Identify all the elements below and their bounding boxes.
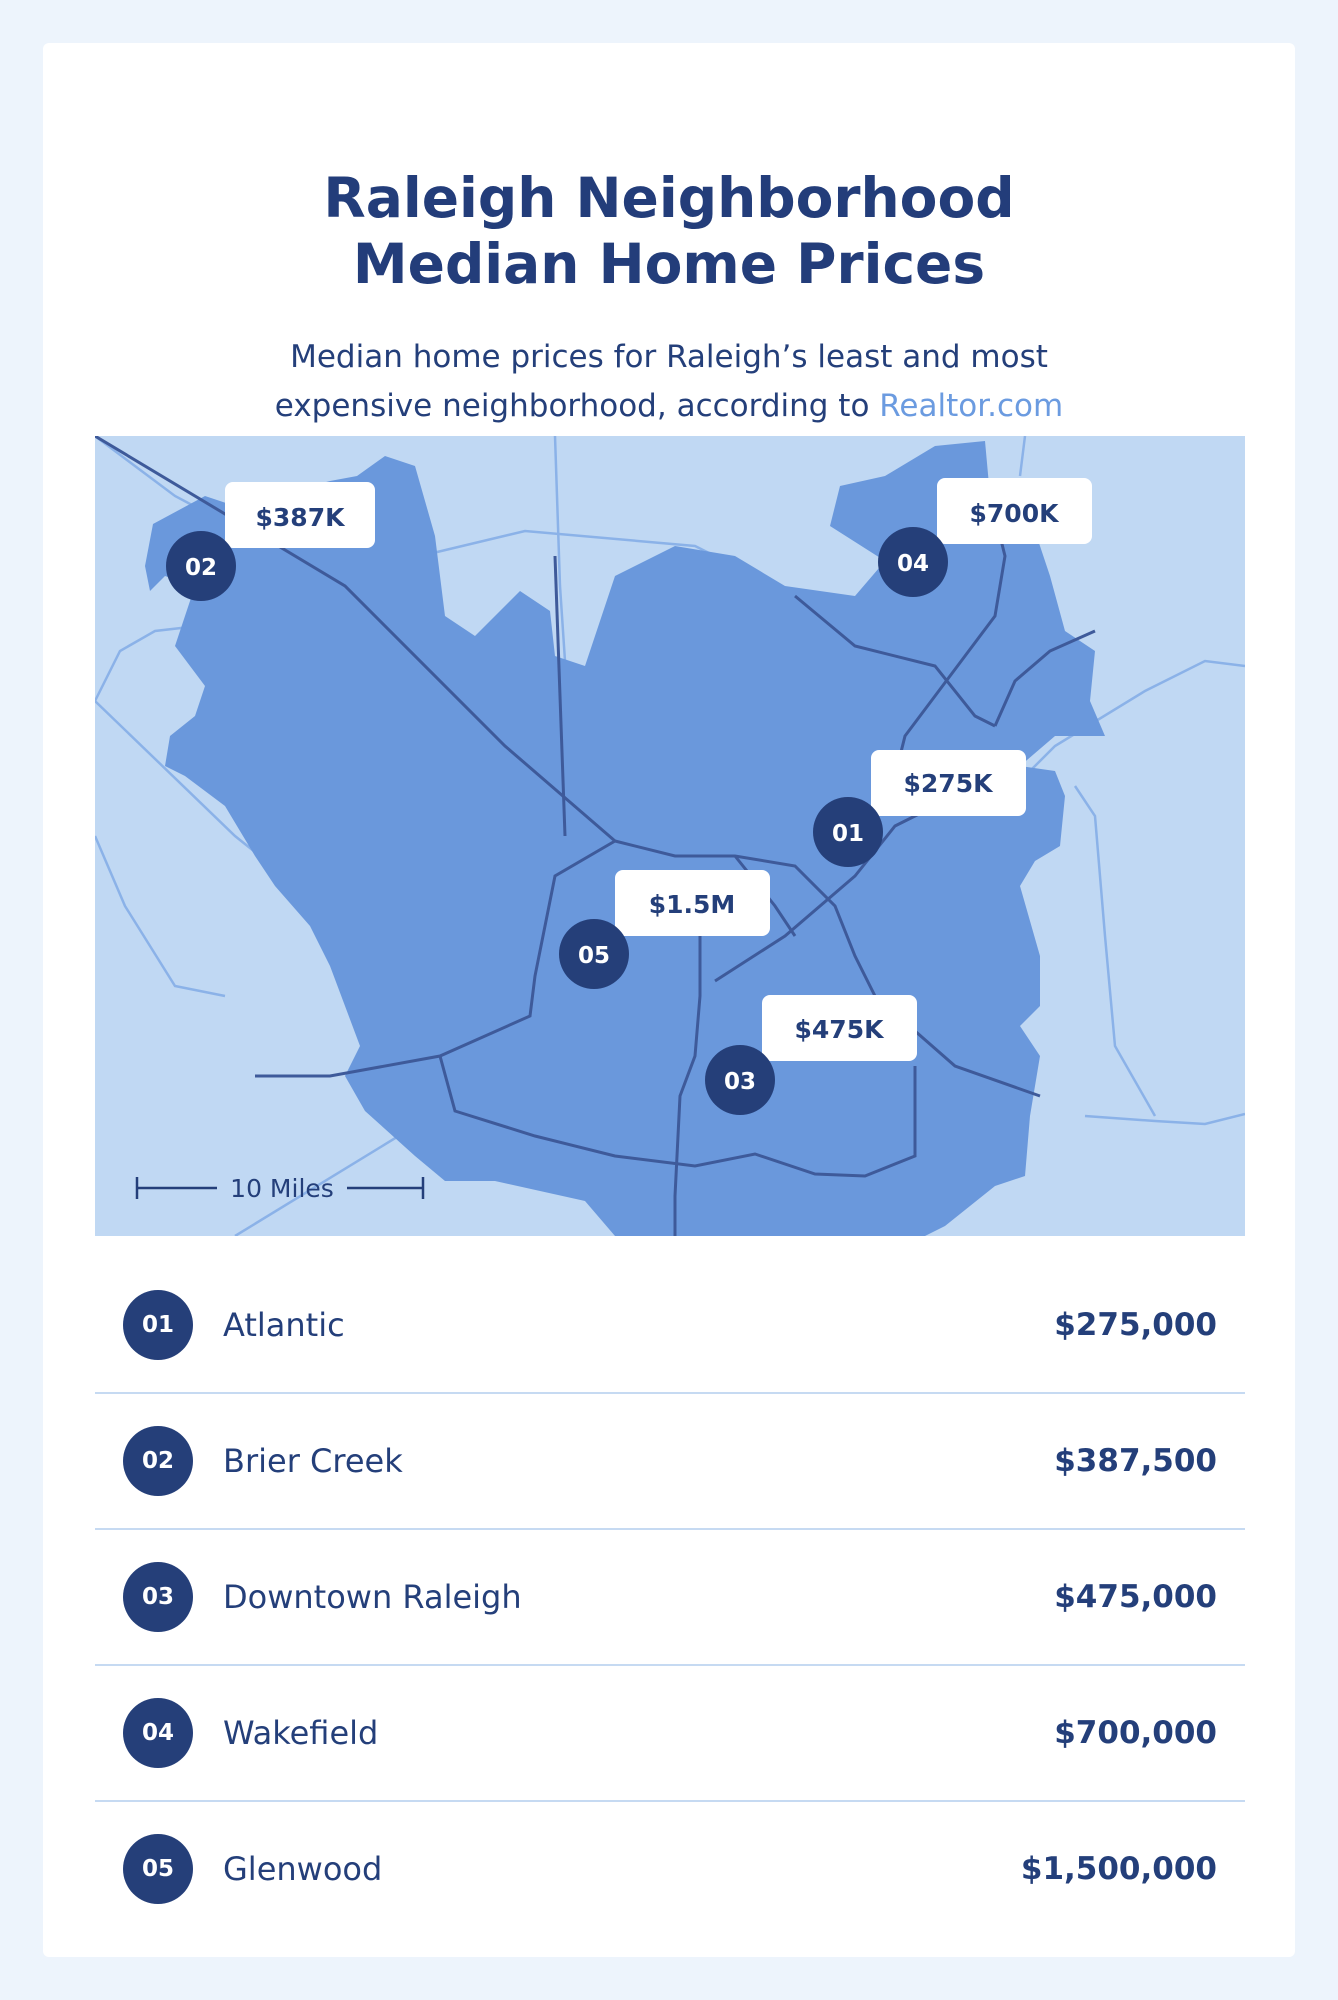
list-item: 01 Atlantic $275,000 (95, 1258, 1245, 1394)
rank-badge: 04 (123, 1698, 193, 1768)
price-label-01: $275K (904, 769, 995, 798)
price-label-05: $1.5M (649, 890, 736, 919)
neighborhood-name: Downtown Raleigh (223, 1578, 522, 1616)
price-label-box (762, 995, 917, 1061)
marker-circle (813, 797, 883, 867)
page-title: Raleigh Neighborhood Median Home Prices (43, 165, 1295, 297)
marker-number-01: 01 (832, 821, 864, 847)
map-marker-04[interactable]: $700K 04 (878, 478, 1092, 597)
rank-badge: 03 (123, 1562, 193, 1632)
price-label-04: $700K (970, 499, 1061, 528)
realtor-link[interactable]: Realtor.com (879, 388, 1064, 424)
marker-circle (705, 1045, 775, 1115)
price-label-box (871, 750, 1026, 816)
neighborhood-price: $700,000 (1054, 1715, 1217, 1751)
subtitle-line-2: expensive neighborhood, according to Rea… (43, 382, 1295, 431)
map-marker-02[interactable]: $387K 02 (166, 482, 375, 601)
marker-number-04: 04 (897, 551, 929, 577)
list-item: 02 Brier Creek $387,500 (95, 1394, 1245, 1530)
subtitle: Median home prices for Raleigh’s least a… (43, 333, 1295, 431)
list-item: 05 Glenwood $1,500,000 (95, 1802, 1245, 1936)
neighborhood-price: $275,000 (1054, 1307, 1217, 1343)
neighborhood-name: Brier Creek (223, 1442, 403, 1480)
neighborhood-price: $387,500 (1054, 1443, 1217, 1479)
neighborhood-name: Wakefield (223, 1714, 379, 1752)
list-item: 03 Downtown Raleigh $475,000 (95, 1530, 1245, 1666)
map-marker-01[interactable]: $275K 01 (813, 750, 1026, 867)
price-label-03: $475K (795, 1015, 886, 1044)
rank-badge: 05 (123, 1834, 193, 1904)
map-marker-03[interactable]: $475K 03 (705, 995, 917, 1115)
neighborhood-price: $1,500,000 (1020, 1851, 1217, 1887)
neighborhood-price: $475,000 (1054, 1579, 1217, 1615)
list-item: 04 Wakefield $700,000 (95, 1666, 1245, 1802)
marker-number-02: 02 (185, 555, 217, 581)
price-label-box (615, 870, 770, 936)
marker-number-03: 03 (724, 1069, 756, 1095)
marker-circle (166, 531, 236, 601)
rank-badge: 02 (123, 1426, 193, 1496)
title-line-2: Median Home Prices (352, 232, 986, 296)
scale-label: 10 Miles (230, 1174, 334, 1203)
marker-circle (878, 527, 948, 597)
rank-badge: 01 (123, 1290, 193, 1360)
scale-bar: 10 Miles (135, 1174, 425, 1203)
neighborhood-name: Glenwood (223, 1850, 383, 1888)
neighborhood-list: 01 Atlantic $275,000 02 Brier Creek $387… (95, 1258, 1245, 1936)
raleigh-map: $387K 02 $700K 04 $275K 01 $1.5M 05 $475… (95, 436, 1245, 1236)
subtitle-line-2-text: expensive neighborhood, according to (274, 388, 880, 424)
neighborhood-name: Atlantic (223, 1306, 345, 1344)
marker-number-05: 05 (578, 943, 610, 969)
map-marker-05[interactable]: $1.5M 05 (559, 870, 770, 989)
price-label-02: $387K (256, 503, 347, 532)
marker-circle (559, 919, 629, 989)
price-label-box (225, 482, 375, 548)
title-line-1: Raleigh Neighborhood (323, 166, 1015, 230)
price-label-box (937, 478, 1092, 544)
subtitle-line-1: Median home prices for Raleigh’s least a… (290, 339, 1048, 375)
